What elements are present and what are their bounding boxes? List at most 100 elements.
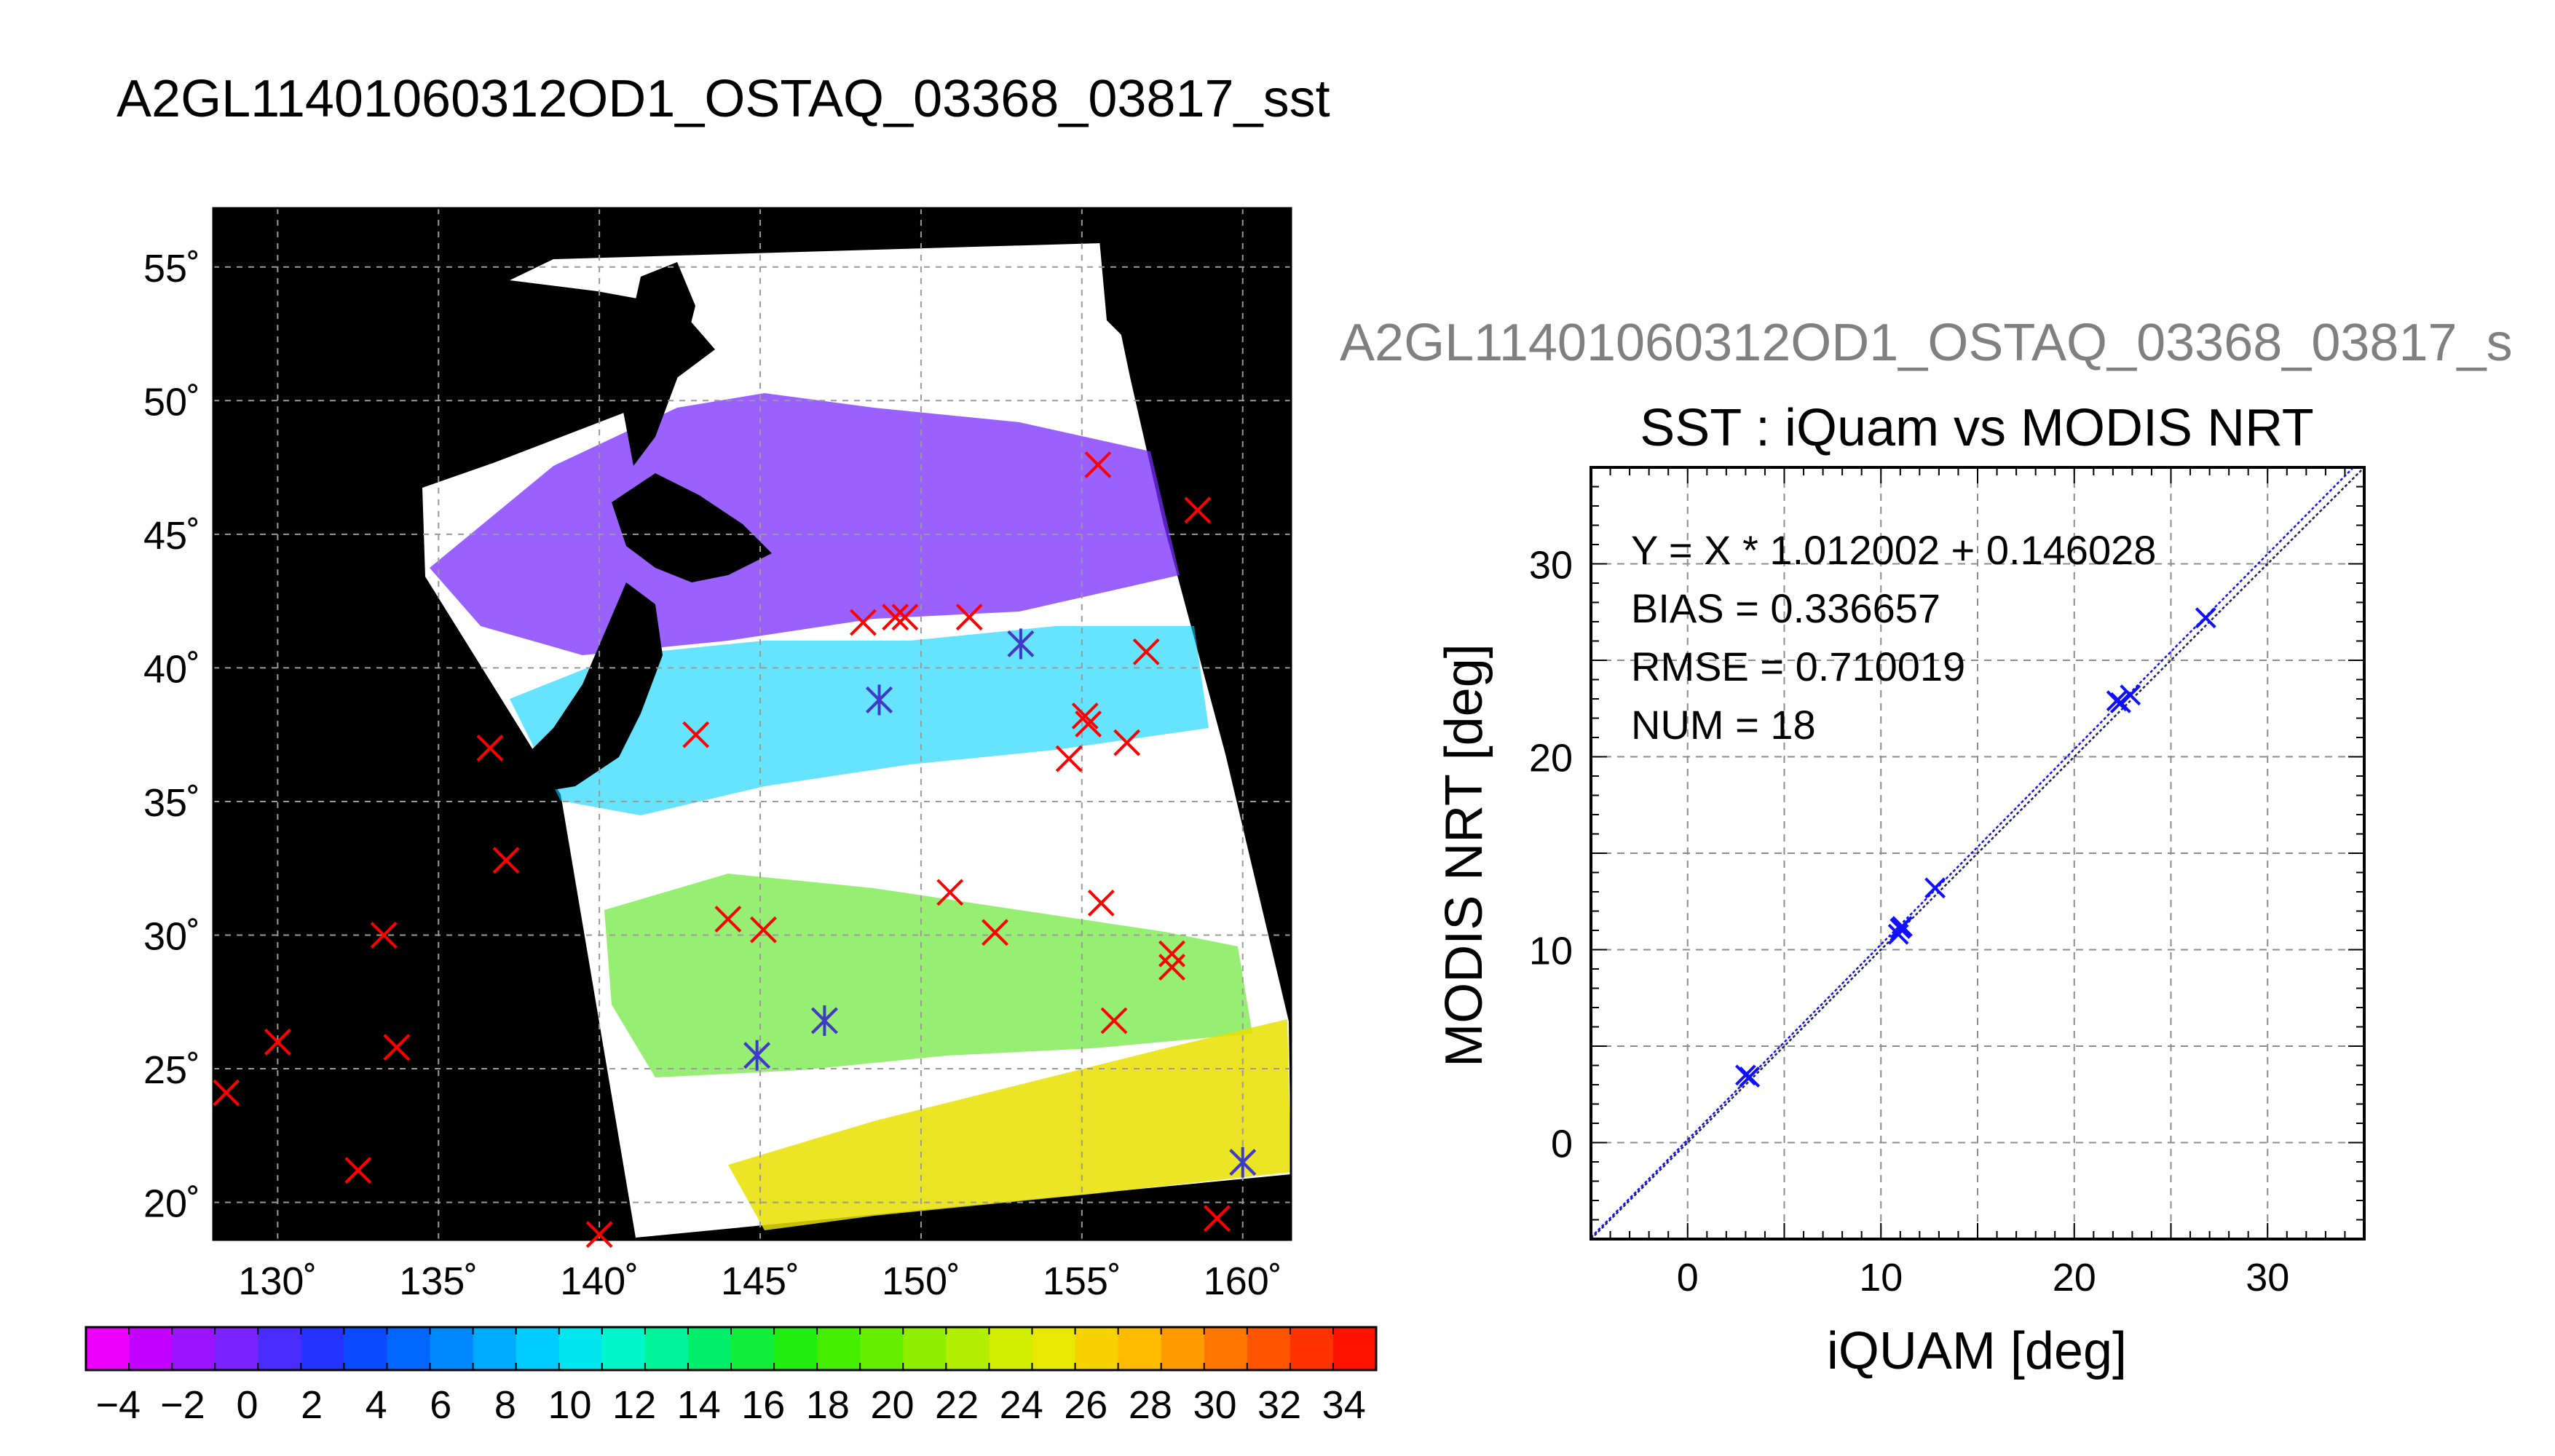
colorbar-segment <box>1161 1327 1205 1370</box>
match-marker <box>955 604 983 631</box>
colorbar-segment <box>601 1327 646 1370</box>
colorbar-labels: −4 −2 0 2 4 6 8 10 12 14 16 18 20 22 24 26 28 30 32 34 <box>96 1383 1366 1427</box>
colorbar-label: −2 <box>160 1383 205 1427</box>
hokkaido-land <box>612 473 772 582</box>
colorbar-segment <box>774 1327 818 1370</box>
colorbar-segment <box>473 1327 517 1370</box>
colorbar-segment <box>430 1327 474 1370</box>
match-marker <box>264 1028 291 1056</box>
colorbar-segment <box>989 1327 1032 1370</box>
colorbar <box>84 1326 1378 1372</box>
colorbar-segment <box>387 1327 431 1370</box>
map-lon-label: 160˚ <box>1204 1259 1282 1303</box>
match-marker <box>1113 729 1141 756</box>
match-marker <box>682 721 710 748</box>
colorbar-label: 0 <box>236 1383 258 1427</box>
match-marker <box>982 919 1008 946</box>
match-marker <box>750 916 777 943</box>
match-marker <box>1075 711 1102 737</box>
match-marker <box>213 1079 240 1107</box>
map-lon-label: 140˚ <box>560 1259 639 1303</box>
swath-tropical-band <box>728 1019 1291 1230</box>
colorbar-label: 18 <box>806 1383 850 1427</box>
match-star-marker <box>866 684 893 716</box>
match-marker <box>1071 703 1099 729</box>
swath-cold-band <box>430 393 1180 655</box>
colorbar-segment <box>1032 1327 1076 1370</box>
colorbar-label: 24 <box>1000 1383 1043 1427</box>
colorbar-segment <box>1204 1327 1248 1370</box>
map-lon-label: 135˚ <box>399 1259 478 1303</box>
match-star-marker <box>743 1040 771 1071</box>
honshu-land <box>510 582 663 794</box>
colorbar-segment <box>860 1327 904 1370</box>
colorbar-segment <box>301 1327 344 1370</box>
colorbar-label: 30 <box>1193 1383 1236 1427</box>
colorbar-label: 22 <box>935 1383 979 1427</box>
match-marker <box>1158 954 1185 981</box>
colorbar-label: 16 <box>741 1383 785 1427</box>
match-marker <box>714 906 742 933</box>
match-marker <box>882 604 909 631</box>
match-marker <box>492 847 520 874</box>
colorbar-segment <box>129 1327 173 1370</box>
colorbar-label: 14 <box>677 1383 721 1427</box>
colorbar-segment <box>903 1327 947 1370</box>
colorbar-segment <box>558 1327 603 1370</box>
colorbar-segment <box>1247 1327 1291 1370</box>
colorbar-segment <box>817 1327 861 1370</box>
map-longitude-labels: 130˚ 135˚ 140˚ 145˚ 150˚ 155˚ 160˚ <box>238 1259 1282 1303</box>
colorbar-label: 2 <box>301 1383 323 1427</box>
colorbar-label: 20 <box>870 1383 914 1427</box>
match-marker <box>1158 940 1185 968</box>
colorbar-label: −4 <box>96 1383 141 1427</box>
map-title: A2GL11401060312OD1_OSTAQ_03368_03817_sst <box>117 70 1330 128</box>
colorbar-segment <box>516 1327 560 1370</box>
match-marker <box>370 922 398 949</box>
colorbar-label: 26 <box>1064 1383 1107 1427</box>
kamchatka-land <box>1099 218 1180 349</box>
match-marker <box>585 1221 613 1249</box>
map-lat-label: 30˚ <box>143 915 200 959</box>
map-lat-label: 35˚ <box>143 781 200 825</box>
colorbar-segment <box>344 1327 387 1370</box>
match-marker <box>850 609 877 636</box>
colorbar-segment <box>1332 1327 1377 1370</box>
colorbar-label: 34 <box>1322 1383 1366 1427</box>
match-marker <box>476 735 504 761</box>
map-grid <box>213 208 1291 1240</box>
colorbar-segment <box>172 1327 216 1370</box>
match-star-marker <box>810 1005 838 1036</box>
colorbar-segment <box>644 1327 689 1370</box>
map-lon-label: 150˚ <box>882 1259 960 1303</box>
swath-temperate-band <box>510 626 1209 815</box>
colorbar-segment <box>1118 1327 1162 1370</box>
map-lat-label: 20˚ <box>143 1182 200 1226</box>
colorbar-label: 12 <box>612 1383 656 1427</box>
map-lon-label: 145˚ <box>721 1259 799 1303</box>
sst-swath <box>422 218 1291 1238</box>
colorbar-label: 28 <box>1129 1383 1172 1427</box>
colorbar-label: 8 <box>494 1383 516 1427</box>
match-marker <box>891 604 919 631</box>
match-marker <box>1087 890 1115 917</box>
sakhalin-land <box>623 262 695 466</box>
scatter-file-title: A2GL11401060312OD1_OSTAQ_03368_03817_s <box>1340 314 2513 372</box>
colorbar-label: 4 <box>366 1383 387 1427</box>
map-markers <box>213 451 1257 1249</box>
match-marker <box>1055 745 1083 772</box>
match-marker <box>383 1034 411 1061</box>
colorbar-segment <box>1075 1327 1119 1370</box>
match-marker <box>936 879 964 906</box>
colorbar-segment <box>215 1327 258 1370</box>
map-lon-label: 155˚ <box>1043 1259 1121 1303</box>
match-marker <box>344 1157 372 1184</box>
match-marker <box>1132 638 1160 665</box>
colorbar-frame <box>84 1326 1378 1372</box>
match-marker <box>1203 1205 1231 1233</box>
match-marker <box>1084 451 1112 478</box>
match-star-marker <box>1229 1147 1257 1178</box>
map-lat-label: 25˚ <box>143 1048 200 1092</box>
colorbar-segment <box>258 1327 301 1370</box>
